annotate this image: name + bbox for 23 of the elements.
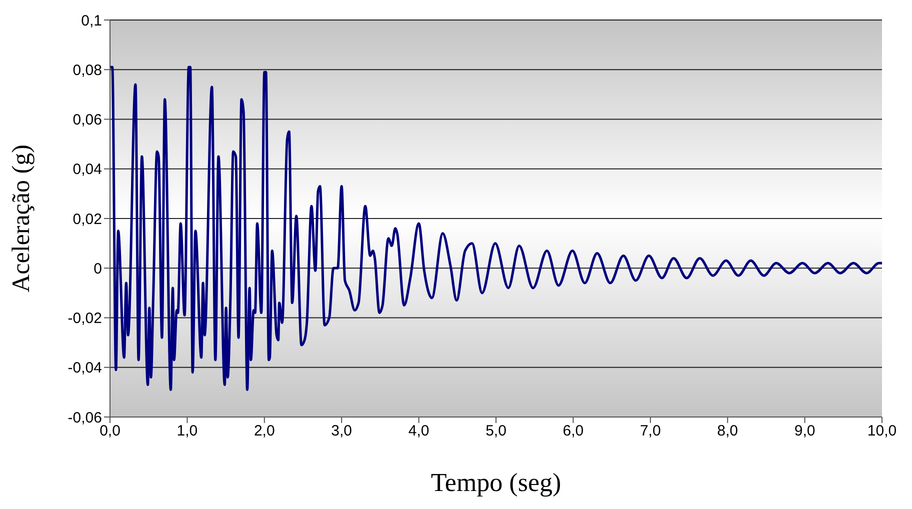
x-tick-label: 3,0	[331, 422, 352, 440]
x-axis-title: Tempo (seg)	[430, 468, 562, 497]
x-tick-label: 4,0	[408, 422, 430, 440]
x-tick-label: 0,0	[100, 422, 120, 440]
x-tick-label: 7,0	[640, 422, 661, 440]
y-tick-label: -0,02	[68, 310, 102, 328]
y-tick-label: 0	[94, 260, 102, 278]
x-tick-label: 6,0	[562, 422, 584, 440]
x-tick-label: 1,0	[176, 422, 198, 440]
y-tick-label: 0,02	[72, 210, 102, 228]
y-tick-label: -0,04	[68, 360, 102, 377]
x-tick-label: 2,0	[254, 422, 275, 440]
y-tick-label: -0,06	[68, 409, 102, 426]
line-series	[110, 66, 882, 391]
x-tick-label: 8,0	[717, 422, 738, 440]
x-tick-label: 10,0	[867, 422, 897, 440]
y-tick-label: 0,04	[72, 161, 102, 178]
y-tick-label: 0,06	[72, 112, 102, 129]
y-tick-label: 0,1	[81, 12, 102, 30]
x-tick-label: 9,0	[794, 422, 816, 440]
y-tick-label: 0,08	[72, 62, 102, 79]
x-tick-label: 5,0	[486, 422, 506, 440]
y-axis-title: Aceleração (g)	[8, 144, 35, 292]
